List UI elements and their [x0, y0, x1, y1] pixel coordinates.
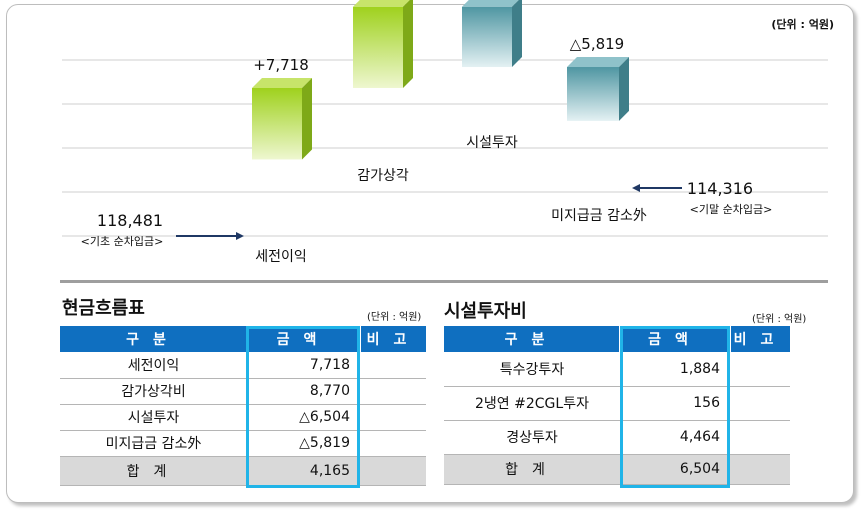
section-divider — [60, 280, 828, 283]
header-note: 비고 — [360, 326, 426, 352]
capex-table: 구분 금액 비고 특수강투자 1,884 2냉연 #2CGL투자 156 경상투… — [444, 326, 790, 485]
row-amount: △5,819 — [247, 430, 360, 457]
table-row: 세전이익 7,718 — [60, 352, 426, 379]
row-note — [360, 430, 426, 457]
bar — [462, 6, 512, 68]
waterfall-chart: +7,718+8,770△6,504△5,819세전이익감가상각시설투자미지급금… — [62, 0, 828, 265]
bar-side — [512, 0, 522, 68]
row-name: 2냉연 #2CGL투자 — [444, 386, 620, 421]
bar — [567, 67, 619, 121]
row-amount: 7,718 — [247, 352, 360, 379]
start-category-label: <기초 순차입금> — [81, 235, 164, 248]
total-name: 합계 — [444, 454, 620, 485]
row-note — [730, 386, 790, 421]
table-row: 감가상각비 8,770 — [60, 378, 426, 405]
row-name: 세전이익 — [60, 352, 247, 379]
end-value-label: 114,316 — [687, 179, 753, 198]
header-note: 비고 — [730, 326, 790, 352]
cashflow-table: 구분 금액 비고 세전이익 7,718 감가상각비 8,770 시설투자 △6,… — [60, 326, 426, 486]
end-category-label: <기말 순차입금> — [690, 203, 773, 216]
row-note — [360, 352, 426, 379]
table-total-row: 합계 6,504 — [444, 454, 790, 485]
bar — [252, 87, 302, 160]
row-name: 미지급금 감소外 — [60, 430, 247, 457]
table-header-row: 구분 금액 비고 — [60, 326, 426, 352]
chart-unit: (단위 : 억원) — [771, 18, 834, 31]
table-row: 시설투자 △6,504 — [60, 404, 426, 431]
start-value-label: 118,481 — [97, 211, 163, 230]
total-amount: 6,504 — [620, 454, 730, 485]
category-label: 세전이익 — [255, 249, 307, 265]
row-amount: 4,464 — [620, 420, 730, 455]
table-row: 경상투자 4,464 — [444, 420, 790, 455]
cashflow-title: 현금흐름표 — [62, 298, 145, 319]
row-note — [360, 378, 426, 405]
table-row: 특수강투자 1,884 — [444, 352, 790, 387]
header-category: 구분 — [60, 326, 248, 352]
row-amount: 1,884 — [620, 352, 730, 387]
row-name: 감가상각비 — [60, 378, 247, 405]
row-note — [360, 404, 426, 431]
bar — [353, 6, 403, 88]
category-label: 미지급금 감소外 — [551, 208, 647, 224]
amount-highlight-box — [620, 326, 730, 488]
table-total-row: 합계 4,165 — [60, 456, 426, 486]
table-row: 2냉연 #2CGL투자 156 — [444, 386, 790, 421]
row-amount: △6,504 — [247, 404, 360, 431]
end-arrow-head — [632, 184, 640, 192]
capex-title: 시설투자비 — [444, 301, 527, 322]
row-amount: 156 — [620, 386, 730, 421]
row-amount: 8,770 — [247, 378, 360, 405]
table-row: 미지급금 감소外 △5,819 — [60, 430, 426, 457]
total-amount: 4,165 — [247, 456, 360, 486]
row-name: 시설투자 — [60, 404, 247, 431]
cashflow-unit: (단위 : 억원) — [367, 312, 422, 323]
header-amount: 금액 — [620, 326, 731, 352]
data-label: △5,819 — [570, 35, 624, 53]
bar-top — [567, 57, 629, 68]
bar-side — [302, 77, 312, 160]
bar-top — [462, 0, 519, 7]
row-note — [730, 420, 790, 455]
bar-side — [619, 57, 629, 121]
header-amount: 금액 — [247, 326, 361, 352]
header-category: 구분 — [444, 326, 621, 352]
bar-top — [353, 0, 410, 7]
bar-top — [252, 77, 312, 88]
row-name: 특수강투자 — [444, 352, 620, 387]
total-note — [730, 454, 790, 485]
capex-unit: (단위 : 억원) — [752, 314, 807, 325]
amount-highlight-box — [246, 326, 360, 488]
table-header-row: 구분 금액 비고 — [444, 326, 790, 352]
data-label: +7,718 — [253, 56, 309, 74]
total-note — [360, 456, 426, 486]
total-name: 합계 — [60, 456, 247, 486]
row-name: 경상투자 — [444, 420, 620, 455]
category-label: 시설투자 — [466, 135, 518, 151]
row-note — [730, 352, 790, 387]
category-label: 감가상각 — [357, 168, 409, 184]
start-arrow-head — [236, 232, 244, 240]
bar-side — [403, 0, 413, 88]
